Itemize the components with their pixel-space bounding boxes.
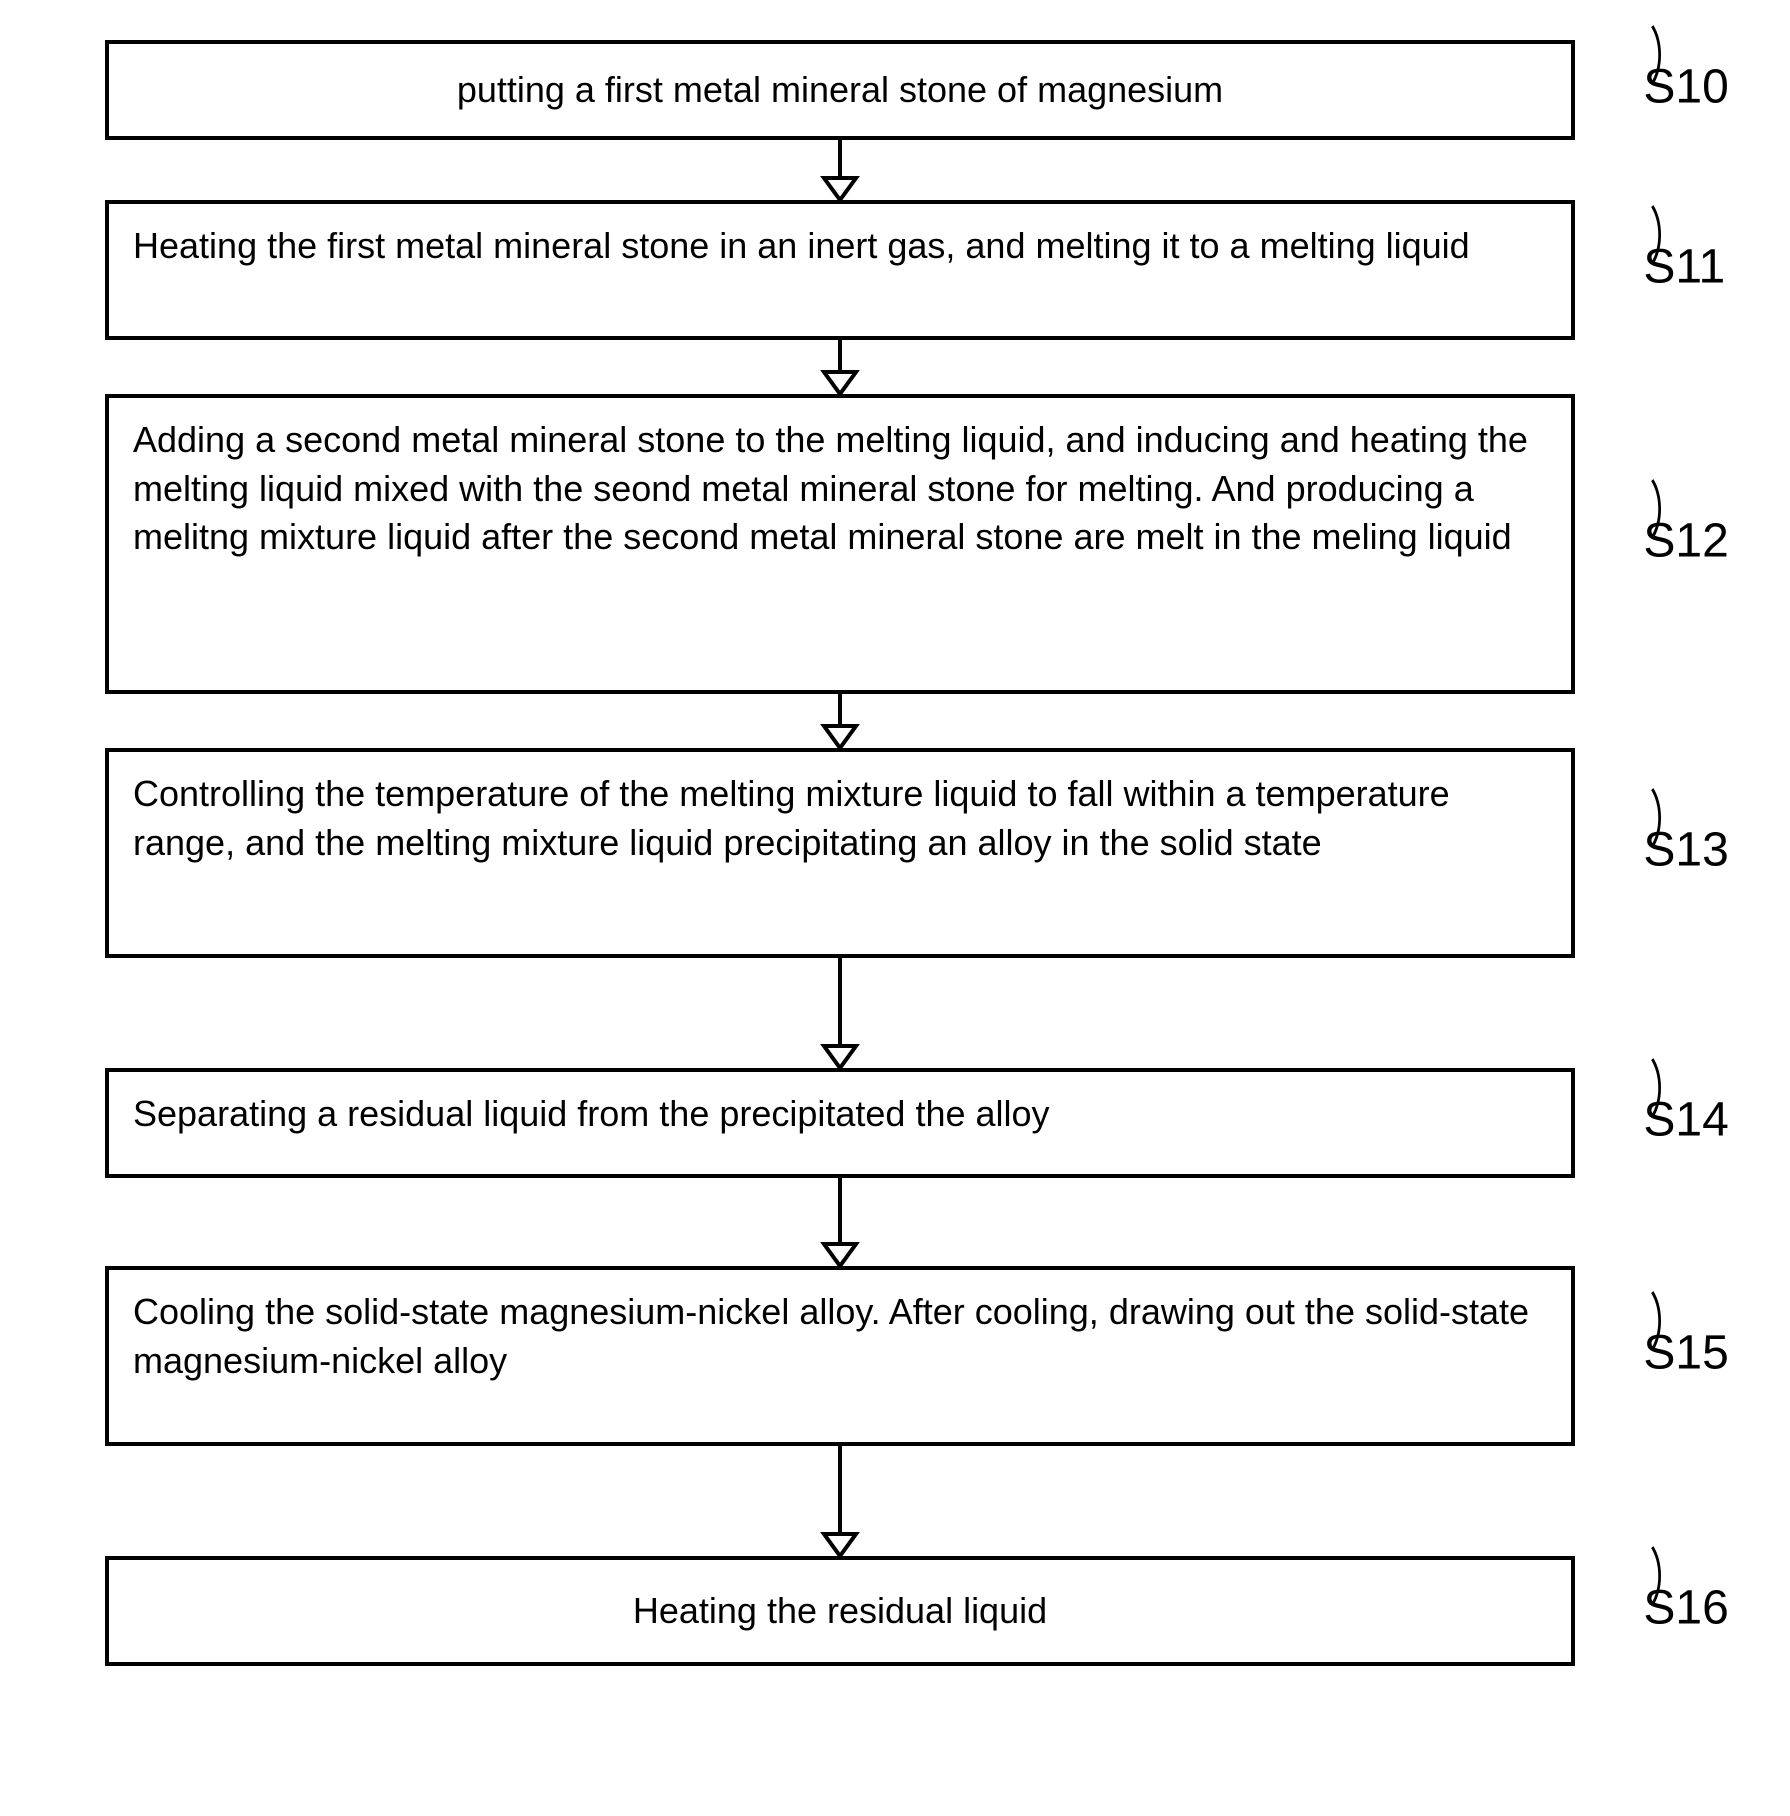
flow-arrow: [105, 1446, 1575, 1556]
flow-arrow: [105, 140, 1575, 200]
step-text: Heating the residual liquid: [633, 1587, 1047, 1636]
label-curve-icon: ⌒: [1618, 787, 1672, 849]
step-text: Controlling the temperature of the melti…: [133, 770, 1547, 867]
step-box: Adding a second metal mineral stone to t…: [105, 394, 1575, 694]
step-row-s15: Cooling the solid-state magnesium-nickel…: [45, 1266, 1745, 1446]
step-row-s14: Separating a residual liquid from the pr…: [45, 1068, 1745, 1178]
step-label: ⌒S11: [1583, 225, 1725, 315]
step-box: Controlling the temperature of the melti…: [105, 748, 1575, 958]
step-text: Adding a second metal mineral stone to t…: [133, 416, 1547, 562]
step-label: ⌒S10: [1583, 45, 1729, 135]
step-row-s10: putting a first metal mineral stone of m…: [45, 40, 1745, 140]
label-curve-icon: ⌒: [1618, 1545, 1672, 1607]
step-text: Heating the first metal mineral stone in…: [133, 222, 1470, 271]
step-label: ⌒S14: [1583, 1078, 1729, 1168]
step-text: Cooling the solid-state magnesium-nickel…: [133, 1288, 1547, 1385]
label-curve-icon: ⌒: [1618, 24, 1672, 86]
step-box: Heating the first metal mineral stone in…: [105, 200, 1575, 340]
step-label: ⌒S13: [1583, 808, 1729, 898]
label-curve-icon: ⌒: [1618, 204, 1672, 266]
step-text: Separating a residual liquid from the pr…: [133, 1090, 1050, 1139]
step-row-s13: Controlling the temperature of the melti…: [45, 748, 1745, 958]
step-row-s16: Heating the residual liquid ⌒S16: [45, 1556, 1745, 1666]
label-curve-icon: ⌒: [1618, 1057, 1672, 1119]
flowchart-container: putting a first metal mineral stone of m…: [45, 40, 1745, 1666]
step-row-s11: Heating the first metal mineral stone in…: [45, 200, 1745, 340]
step-label: ⌒S12: [1583, 499, 1729, 589]
step-row-s12: Adding a second metal mineral stone to t…: [45, 394, 1745, 694]
flow-arrow: [105, 340, 1575, 394]
flow-arrow: [105, 958, 1575, 1068]
step-box: Separating a residual liquid from the pr…: [105, 1068, 1575, 1178]
step-box: putting a first metal mineral stone of m…: [105, 40, 1575, 140]
step-box: Heating the residual liquid: [105, 1556, 1575, 1666]
flow-arrow: [105, 694, 1575, 748]
step-box: Cooling the solid-state magnesium-nickel…: [105, 1266, 1575, 1446]
step-text: putting a first metal mineral stone of m…: [457, 66, 1223, 115]
flow-arrow: [105, 1178, 1575, 1266]
label-curve-icon: ⌒: [1618, 478, 1672, 540]
step-label: ⌒S15: [1583, 1311, 1729, 1401]
step-label: ⌒S16: [1583, 1566, 1729, 1656]
label-curve-icon: ⌒: [1618, 1290, 1672, 1352]
